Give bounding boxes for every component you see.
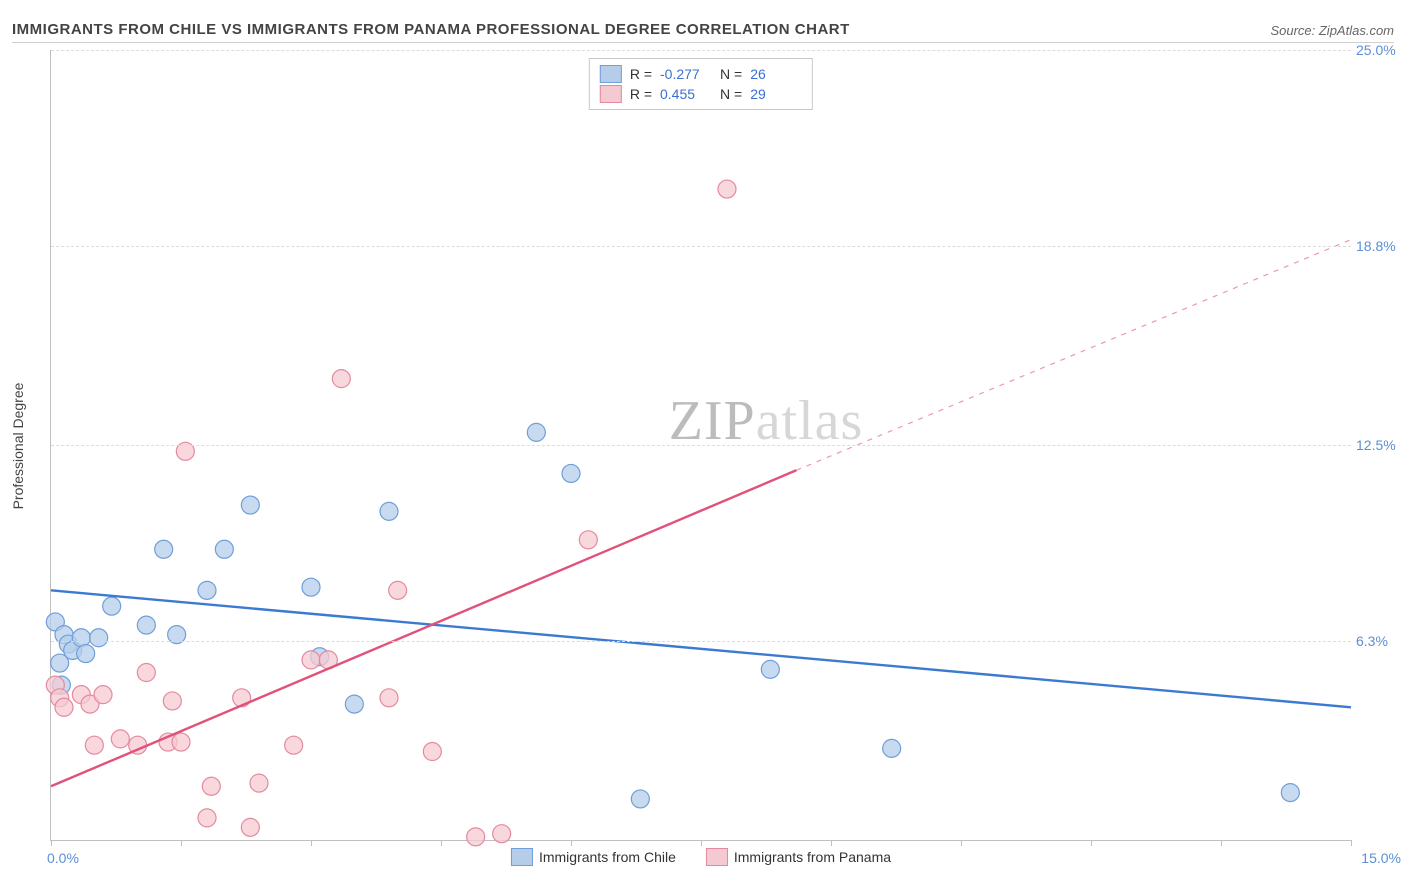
scatter-point-chile <box>345 695 363 713</box>
gridline <box>51 246 1351 247</box>
scatter-point-chile <box>761 660 779 678</box>
n-value-panama: 29 <box>750 86 802 102</box>
scatter-point-chile <box>241 496 259 514</box>
r-label: R = <box>630 86 652 102</box>
x-tick <box>1221 840 1222 846</box>
bottom-legend: Immigrants from Chile Immigrants from Pa… <box>511 848 891 866</box>
gridline <box>51 50 1351 51</box>
n-label: N = <box>720 66 742 82</box>
scatter-point-panama <box>332 370 350 388</box>
x-axis-min-label: 0.0% <box>47 850 79 866</box>
scatter-point-panama <box>241 818 259 836</box>
y-tick-label: 25.0% <box>1356 42 1406 58</box>
stats-row-chile: R = -0.277 N = 26 <box>600 64 802 84</box>
scatter-point-panama <box>55 698 73 716</box>
scatter-point-panama <box>493 825 511 843</box>
scatter-point-chile <box>198 581 216 599</box>
x-tick <box>441 840 442 846</box>
legend-label-panama: Immigrants from Panama <box>734 849 891 865</box>
scatter-point-panama <box>579 531 597 549</box>
scatter-point-chile <box>215 540 233 558</box>
r-value-panama: 0.455 <box>660 86 712 102</box>
scatter-point-chile <box>77 645 95 663</box>
n-value-chile: 26 <box>750 66 802 82</box>
x-tick <box>571 840 572 846</box>
scatter-point-chile <box>137 616 155 634</box>
plot-area: ZIPatlas R = -0.277 N = 26 R = 0.455 N =… <box>50 50 1351 841</box>
scatter-point-chile <box>562 464 580 482</box>
legend-item-panama: Immigrants from Panama <box>706 848 891 866</box>
scatter-point-panama <box>389 581 407 599</box>
scatter-point-chile <box>103 597 121 615</box>
legend-item-chile: Immigrants from Chile <box>511 848 676 866</box>
y-tick-label: 12.5% <box>1356 437 1406 453</box>
x-axis-max-label: 15.0% <box>1361 850 1401 866</box>
scatter-point-panama <box>85 736 103 754</box>
scatter-point-panama <box>202 777 220 795</box>
r-label: R = <box>630 66 652 82</box>
scatter-point-panama <box>302 651 320 669</box>
scatter-point-panama <box>718 180 736 198</box>
x-tick <box>51 840 52 846</box>
x-tick <box>181 840 182 846</box>
scatter-point-panama <box>163 692 181 710</box>
scatter-point-panama <box>250 774 268 792</box>
gridline <box>51 445 1351 446</box>
x-tick <box>1351 840 1352 846</box>
scatter-point-panama <box>111 730 129 748</box>
x-tick <box>831 840 832 846</box>
r-value-chile: -0.277 <box>660 66 712 82</box>
scatter-point-panama <box>198 809 216 827</box>
legend-label-chile: Immigrants from Chile <box>539 849 676 865</box>
n-label: N = <box>720 86 742 102</box>
trend-extension-panama <box>796 240 1351 471</box>
x-tick <box>961 840 962 846</box>
scatter-point-chile <box>72 629 90 647</box>
scatter-point-panama <box>233 689 251 707</box>
scatter-point-chile <box>631 790 649 808</box>
scatter-point-chile <box>380 502 398 520</box>
scatter-point-panama <box>285 736 303 754</box>
scatter-point-panama <box>94 686 112 704</box>
scatter-point-panama <box>172 733 190 751</box>
stats-legend: R = -0.277 N = 26 R = 0.455 N = 29 <box>589 58 813 110</box>
scatter-point-chile <box>90 629 108 647</box>
trend-line-panama <box>51 470 796 786</box>
swatch-panama <box>600 85 622 103</box>
legend-swatch-chile <box>511 848 533 866</box>
source-label: Source: ZipAtlas.com <box>1270 23 1394 38</box>
x-tick <box>1091 840 1092 846</box>
chart-title: IMMIGRANTS FROM CHILE VS IMMIGRANTS FROM… <box>12 21 850 38</box>
scatter-point-chile <box>883 739 901 757</box>
swatch-chile <box>600 65 622 83</box>
scatter-point-chile <box>527 423 545 441</box>
y-tick-label: 6.3% <box>1356 633 1406 649</box>
y-axis-title: Professional Degree <box>10 383 26 510</box>
scatter-point-panama <box>423 743 441 761</box>
x-tick <box>311 840 312 846</box>
scatter-point-chile <box>302 578 320 596</box>
scatter-point-chile <box>155 540 173 558</box>
scatter-point-panama <box>137 664 155 682</box>
y-tick-label: 18.8% <box>1356 238 1406 254</box>
x-tick <box>701 840 702 846</box>
legend-swatch-panama <box>706 848 728 866</box>
scatter-point-chile <box>1281 784 1299 802</box>
gridline <box>51 641 1351 642</box>
title-bar: IMMIGRANTS FROM CHILE VS IMMIGRANTS FROM… <box>12 10 1394 43</box>
scatter-point-panama <box>467 828 485 846</box>
scatter-point-panama <box>380 689 398 707</box>
stats-row-panama: R = 0.455 N = 29 <box>600 84 802 104</box>
